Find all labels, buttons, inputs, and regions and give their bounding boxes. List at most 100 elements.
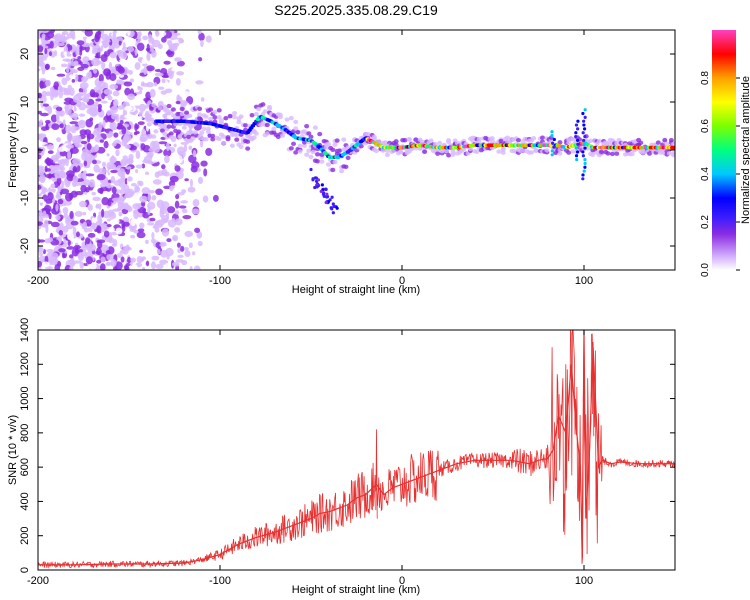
spectrogram-noise-cell xyxy=(38,184,42,190)
spectrogram-noise-cell xyxy=(176,94,181,101)
spectrogram-noise-cell xyxy=(101,208,105,218)
spectrogram-noise-cell xyxy=(58,38,63,43)
spectrogram-noise-cell xyxy=(125,263,131,267)
spectrogram-noise-cell xyxy=(100,33,109,41)
spectrogram-noise-cell xyxy=(160,249,168,258)
spectrogram-noise-cell xyxy=(76,40,85,46)
spectrogram-noise-cell xyxy=(38,154,42,160)
spectrogram-noise-cell xyxy=(77,172,86,179)
spectrogram-noise-cell xyxy=(95,98,102,102)
spectrogram-halo-cell xyxy=(218,118,224,123)
spectrogram-halo-cell xyxy=(590,152,596,158)
spectrogram-noise-cell xyxy=(127,46,135,53)
spectrogram-halo-cell xyxy=(264,122,270,128)
spectrogram-halo-cell xyxy=(557,140,563,145)
spectrogram-noise-cell xyxy=(151,195,157,201)
spectrogram-halo-cell xyxy=(238,144,244,150)
spectrogram-noise-cell xyxy=(188,242,193,249)
spectrogram-noise-cell xyxy=(158,141,168,145)
spectrogram-noise-cell xyxy=(69,210,74,220)
spectrogram-noise-cell xyxy=(64,158,69,167)
spectrogram-noise-cell xyxy=(145,239,149,244)
spectrogram-halo-cell xyxy=(170,107,176,112)
spectrogram-noise-cell xyxy=(87,243,97,252)
spectrogram-halo-cell xyxy=(531,136,537,141)
spectrogram-halo-cell xyxy=(253,111,259,117)
spectrogram-halo-cell xyxy=(304,123,310,129)
spectrogram-noise-cell xyxy=(95,250,101,255)
spectrogram-noise-cell xyxy=(173,143,177,148)
spectrogram-noise-cell xyxy=(141,163,146,169)
spectrogram-noise-cell xyxy=(50,154,60,161)
spectrogram-halo-cell xyxy=(284,117,290,122)
spectrogram-noise-cell xyxy=(150,261,156,270)
spectrogram-noise-cell xyxy=(97,103,102,110)
spectrogram-noise-cell xyxy=(65,216,70,225)
snr-frame xyxy=(37,329,676,571)
spectrogram-noise-cell xyxy=(174,210,180,215)
spectrogram-noise-cell xyxy=(171,67,181,72)
spectrogram-noise-cell xyxy=(112,90,120,97)
spectrogram-x-label: Height of straight line (km) xyxy=(292,284,420,296)
spectrogram-halo-cell xyxy=(570,149,576,154)
spectrogram-noise-cell xyxy=(130,257,136,263)
spectrogram-noise-cell xyxy=(56,177,62,185)
spectrogram-noise-cell xyxy=(192,199,200,207)
spectrogram-noise-cell xyxy=(79,49,83,56)
spectrogram-noise-cell xyxy=(38,58,43,65)
spectrogram-noise-cell xyxy=(117,169,121,176)
spectrogram-noise-cell xyxy=(124,204,131,211)
spectrogram-noise-cell xyxy=(154,220,162,226)
spectrogram-noise-cell xyxy=(181,150,186,158)
spectrogram-noise-cell xyxy=(45,79,51,87)
spectrogram-noise-cell xyxy=(39,209,43,217)
spectrogram-noise-cell xyxy=(136,231,146,239)
spectrogram-noise-cell xyxy=(48,51,52,57)
spectrogram-halo-cell xyxy=(325,162,331,167)
spectrogram-noise-cell xyxy=(145,65,155,72)
spectrogram-noise-cell xyxy=(105,71,112,80)
spectrogram-noise-cell xyxy=(110,169,118,174)
spectrogram-halo-cell xyxy=(168,135,174,140)
spectrogram-halo-cell xyxy=(223,115,229,121)
spectrogram-noise-cell xyxy=(134,185,139,193)
spectrogram-noise-cell xyxy=(46,144,55,150)
spectrogram-noise-cell xyxy=(124,177,128,185)
spectrogram-noise-cell xyxy=(148,243,153,251)
spectrogram-noise-cell xyxy=(184,230,194,238)
spectrogram-noise-cell xyxy=(108,237,115,244)
spectrogram-noise-cell xyxy=(127,69,133,75)
spectrogram-noise-cell xyxy=(130,218,136,227)
spectrogram-halo-cell xyxy=(529,150,535,155)
spectrogram-halo-cell xyxy=(474,149,480,155)
spectrogram-halo-cell xyxy=(312,125,318,130)
colorbar-tick-label: 0.0 xyxy=(700,263,711,277)
spectrogram-ridge-cell xyxy=(671,145,675,150)
spectrogram-tail-cell xyxy=(331,211,335,215)
spectrogram-noise-cell xyxy=(38,166,44,173)
spectrogram-noise-cell xyxy=(197,30,202,35)
spectrogram-noise-cell xyxy=(120,158,128,167)
spectrogram-noise-cell xyxy=(57,86,63,90)
spectrogram-noise-cell xyxy=(101,196,109,206)
spectrogram-noise-cell xyxy=(109,73,117,82)
spectrogram-noise-cell xyxy=(60,123,64,128)
spectrogram-noise-cell xyxy=(181,208,188,214)
spectrogram-halo-cell xyxy=(443,148,449,154)
spectrogram-halo-cell xyxy=(297,143,303,149)
spectrogram-noise-cell xyxy=(183,246,189,251)
spectrogram-noise-cell xyxy=(78,119,86,129)
spectrogram-noise-cell xyxy=(106,224,112,228)
spectrogram-noise-cell xyxy=(190,165,198,173)
spectrogram-halo-cell xyxy=(505,135,511,140)
spectrogram-x-tick-label: -200 xyxy=(27,275,49,287)
spectrogram-halo-cell xyxy=(179,111,185,117)
spectrogram-noise-cell xyxy=(96,54,101,58)
spectrogram-noise-cell xyxy=(147,201,156,210)
spectrogram-noise-cell xyxy=(50,221,60,228)
spectrogram-noise-cell xyxy=(81,76,88,83)
spectrogram-noise-cell xyxy=(99,263,106,270)
spectrogram-tail-cell xyxy=(324,187,328,191)
spectrogram-noise-cell xyxy=(200,160,208,167)
spectrogram-noise-cell xyxy=(174,200,180,209)
